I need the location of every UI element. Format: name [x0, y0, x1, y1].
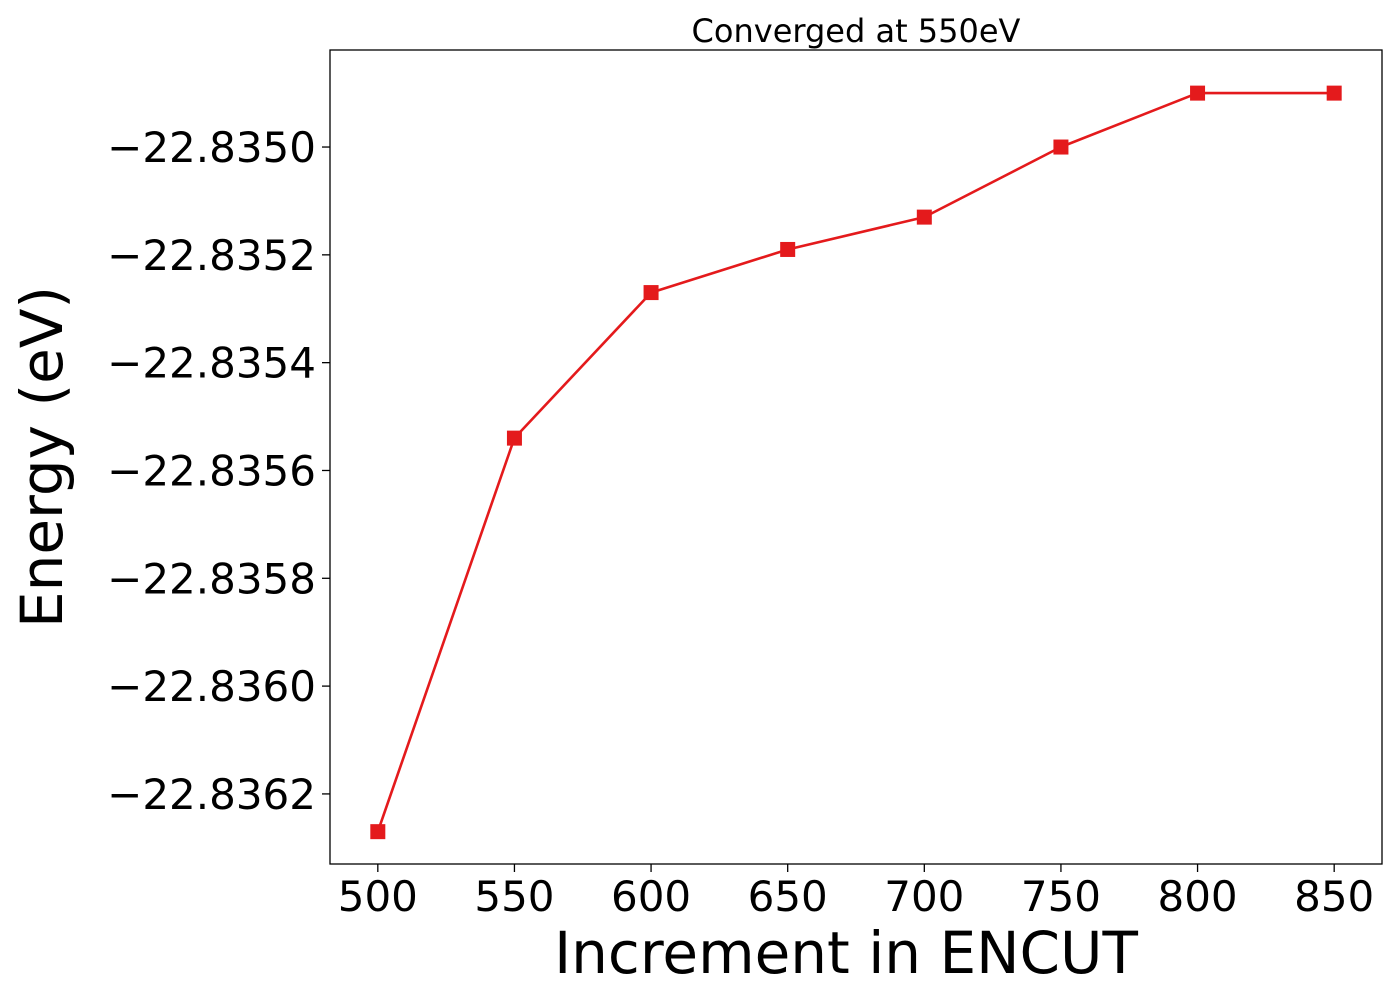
data-point-marker: [643, 285, 659, 301]
data-point-marker: [1053, 139, 1069, 155]
plot-frame: [329, 49, 1383, 865]
x-tick-label: 700: [884, 872, 964, 921]
x-tick-label: 650: [748, 872, 828, 921]
x-axis: 500 550 600 650 700 750 800 850: [338, 864, 1374, 921]
data-point-marker: [1190, 85, 1206, 101]
y-tick-label: −22.8358: [107, 554, 316, 603]
series-line: [376, 91, 1335, 833]
x-tick-label: 850: [1294, 872, 1374, 921]
y-tick-label: −22.8360: [107, 662, 316, 711]
y-tick-label: −22.8350: [107, 123, 316, 172]
x-tick-label: 750: [1021, 872, 1101, 921]
y-tick-label: −22.8352: [107, 231, 316, 280]
series-layer: [370, 85, 1342, 840]
x-tick-label: 550: [474, 872, 554, 921]
x-axis-title: Increment in ENCUT: [554, 919, 1138, 987]
y-tick-label: −22.8362: [107, 770, 316, 819]
y-tick-label: −22.8356: [107, 446, 316, 495]
x-tick-label: 600: [611, 872, 691, 921]
y-axis-title: Energy (eV): [8, 286, 76, 628]
data-point-marker: [506, 430, 522, 446]
data-point-marker: [780, 241, 796, 257]
chart-title: Converged at 550eV: [692, 12, 1021, 50]
x-tick-label: 500: [338, 872, 418, 921]
y-axis: −22.8362 −22.8360 −22.8358 −22.8356 −22.8354…: [107, 123, 330, 819]
x-tick-label: 800: [1157, 872, 1237, 921]
data-point-marker: [370, 824, 386, 840]
data-point-marker: [916, 209, 932, 225]
data-point-marker: [1326, 85, 1342, 101]
y-tick-label: −22.8354: [107, 339, 316, 388]
